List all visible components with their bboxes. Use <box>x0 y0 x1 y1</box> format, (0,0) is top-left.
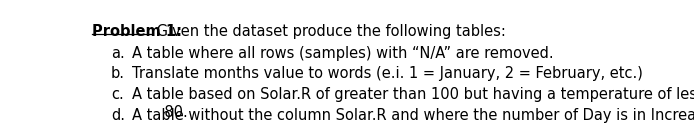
Text: A table without the column Solar.R and where the number of Day is in Increasing : A table without the column Solar.R and w… <box>133 108 694 123</box>
Text: Translate months value to words (e.i. 1 = January, 2 = February, etc.): Translate months value to words (e.i. 1 … <box>133 66 643 81</box>
Text: d.: d. <box>111 108 125 123</box>
Text: Problem 1:: Problem 1: <box>92 24 182 39</box>
Text: A table where all rows (samples) with “N/A” are removed.: A table where all rows (samples) with “N… <box>133 46 554 61</box>
Text: A table based on Solar.R of greater than 100 but having a temperature of less th: A table based on Solar.R of greater than… <box>133 87 694 120</box>
Text: a.: a. <box>111 46 125 61</box>
Text: Given the dataset produce the following tables:: Given the dataset produce the following … <box>153 24 506 39</box>
Text: c.: c. <box>111 87 124 102</box>
Text: b.: b. <box>111 66 125 81</box>
